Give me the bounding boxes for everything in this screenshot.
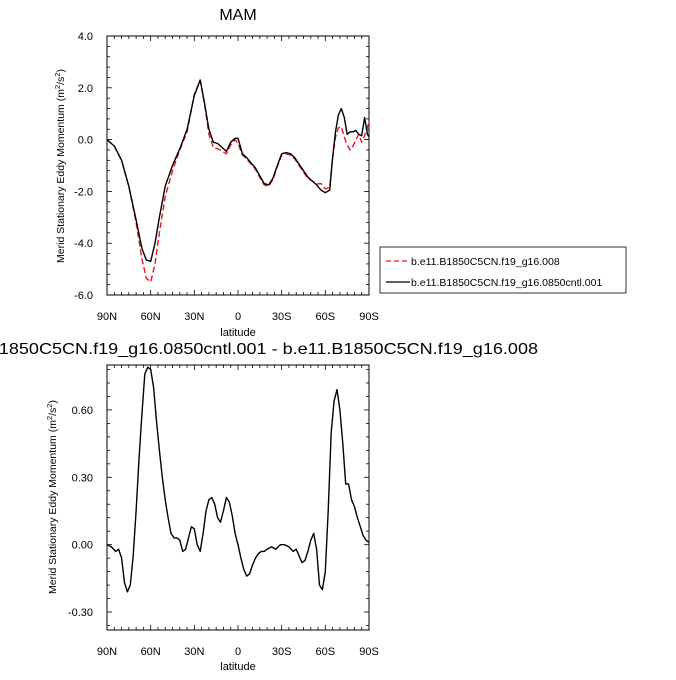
p2-x-tick-label: 30N	[184, 646, 204, 658]
p2-y-tick-label: 0.00	[72, 540, 93, 552]
bottom-y-axis-label-close: )	[47, 400, 59, 404]
top-y-axis-label: Merid Stationary Eddy Momentum (m2/s2)	[53, 69, 67, 263]
bottom-x-axis-label: latitude	[220, 661, 255, 673]
p1-series-line-1	[106, 79, 370, 283]
p1-x-tick-label: 0	[235, 311, 241, 323]
p1-x-tick-label: 60S	[316, 311, 336, 323]
bottom-y-axis-label-mid: /s	[47, 408, 59, 416]
top-y-axis-label-sup2: 2	[53, 73, 62, 77]
top-y-axis-label-sup1: 2	[53, 85, 62, 89]
bottom-y-axis-label-main: Merid Stationary Eddy Momentum (m	[47, 420, 59, 594]
p1-x-tick-label: 60N	[141, 311, 161, 323]
top-series	[106, 79, 370, 283]
p1-y-tick-label: -6.0	[74, 290, 93, 302]
p1-y-tick-label: 2.0	[78, 83, 93, 95]
p1-y-tick-label: 4.0	[78, 31, 93, 43]
p1-x-tick-label: 30S	[272, 311, 292, 323]
top-y-ticks: -6.0 -4.0 -2.0 0.0 2.0 4.0	[74, 31, 369, 302]
p1-series-line-2	[106, 79, 370, 262]
top-y-axis-label-mid: /s	[55, 77, 67, 85]
legend-label-series-2: b.e11.B1850C5CN.f19_g16.0850cntl.001	[411, 277, 602, 289]
p2-x-tick-label: 60S	[316, 646, 336, 658]
top-y-axis-label-close: )	[55, 69, 67, 73]
top-x-ticks: 90N 60N 30N 0 30S 60S 90S	[97, 36, 379, 323]
legend-box	[379, 246, 627, 294]
bottom-x-ticks: 90N 60N 30N 0 30S 60S 90S	[97, 365, 379, 658]
bottom-y-ticks: -0.30 0.00 0.30 0.60	[68, 369, 369, 626]
top-panel: MAM 90N 60N 30N 0 30S 60S 90S -6.0 -4.0 -2.0 0.0 2…	[53, 7, 627, 339]
legend-label-series-1: b.e11.B1850C5CN.f19_g16.008	[411, 256, 560, 268]
p2-x-tick-label: 0	[235, 646, 241, 658]
p2-series-line-1	[106, 366, 370, 593]
p2-x-tick-label: 30S	[272, 646, 292, 658]
top-plot-frame	[106, 35, 370, 296]
bottom-plot-frame	[106, 364, 370, 631]
top-y-axis-label-main: Merid Stationary Eddy Momentum (m	[55, 89, 67, 263]
p1-y-tick-label: -4.0	[74, 238, 93, 250]
p1-x-tick-label: 30N	[184, 311, 204, 323]
bottom-y-axis-label: Merid Stationary Eddy Momentum (m2/s2)	[45, 400, 59, 594]
p2-y-tick-label: 0.30	[72, 472, 93, 484]
p1-x-tick-label: 90S	[359, 311, 379, 323]
p2-x-tick-label: 60N	[141, 646, 161, 658]
p1-y-tick-label: 0.0	[78, 135, 93, 147]
bottom-series	[106, 366, 370, 593]
legend: b.e11.B1850C5CN.f19_g16.008 b.e11.B1850C…	[379, 246, 627, 294]
p1-y-tick-label: -2.0	[74, 186, 93, 198]
bottom-panel: b.e11.B1850C5CN.f19_g16.0850cntl.001 - b…	[0, 341, 538, 673]
bottom-y-axis-label-sup1: 2	[45, 416, 54, 420]
bottom-y-axis-label-sup2: 2	[45, 404, 54, 408]
top-panel-title: MAM	[219, 7, 256, 24]
p2-y-tick-label: 0.60	[72, 405, 93, 417]
top-x-axis-label: latitude	[220, 327, 255, 339]
p2-x-tick-label: 90S	[359, 646, 379, 658]
p2-y-tick-label: -0.30	[68, 607, 93, 619]
p1-x-tick-label: 90N	[97, 311, 117, 323]
bottom-panel-title: b.e11.B1850C5CN.f19_g16.0850cntl.001 - b…	[0, 341, 538, 358]
p2-x-tick-label: 90N	[97, 646, 117, 658]
